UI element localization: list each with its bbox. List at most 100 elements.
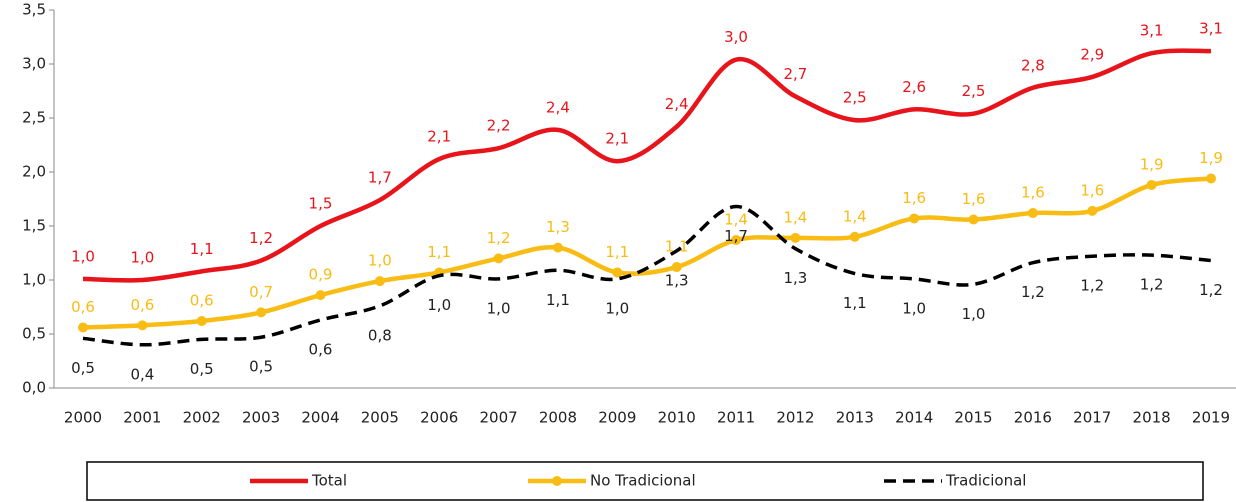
data-label: 3,1 [1199,20,1223,38]
data-label: 1,1 [665,238,689,256]
data-label: 1,7 [724,227,748,245]
x-tick-label: 2013 [836,409,874,427]
y-tick-label: 1,0 [22,271,46,289]
y-tick-label: 2,0 [22,163,46,181]
x-tick-label: 2010 [658,409,696,427]
series-marker [137,320,148,331]
data-label: 2,1 [605,130,629,148]
x-tick-label: 2006 [420,409,458,427]
data-label: 0,5 [71,359,95,377]
series-marker [1087,205,1098,216]
data-label: 0,5 [249,358,273,376]
data-label: 1,7 [368,169,392,187]
data-label: 2,7 [783,65,807,83]
x-tick-label: 2008 [539,409,577,427]
data-label: 1,3 [665,271,689,289]
data-label: 1,4 [783,208,807,226]
x-tick-label: 2019 [1192,409,1230,427]
series-marker [196,316,207,327]
x-tick-label: 2005 [361,409,399,427]
data-label: 0,6 [190,292,214,310]
x-tick-label: 2018 [1133,409,1171,427]
y-tick-label: 2,5 [22,109,46,127]
x-tick-label: 2007 [479,409,517,427]
series-marker [671,262,682,273]
data-label: 1,0 [71,247,95,265]
data-label: 3,0 [724,28,748,46]
y-tick-label: 1,5 [22,217,46,235]
data-label: 0,6 [130,296,154,314]
legend-label: No Tradicional [590,472,696,490]
data-label: 1,2 [1199,281,1223,299]
data-label: 1,1 [605,243,629,261]
data-label: 2,4 [546,98,570,116]
data-label: 2,5 [962,82,986,100]
data-label: 1,2 [1021,283,1045,301]
x-tick-label: 2015 [954,409,992,427]
data-label: 1,0 [368,252,392,270]
series-marker [374,276,385,287]
series-marker [849,231,860,242]
data-label: 1,0 [427,296,451,314]
series-marker [256,307,267,318]
data-label: 1,2 [1140,276,1164,294]
series-marker [968,214,979,225]
data-label: 1,0 [605,299,629,317]
data-label: 1,4 [724,211,748,229]
legend-marker [552,476,562,486]
x-tick-label: 2016 [1014,409,1052,427]
data-label: 0,7 [249,283,273,301]
data-label: 2,1 [427,128,451,146]
data-label: 1,1 [190,240,214,258]
data-label: 1,2 [487,229,511,247]
series-marker [493,253,504,264]
data-label: 1,5 [309,195,333,213]
series-marker [78,322,88,333]
data-label: 0,9 [309,266,333,284]
data-label: 0,4 [130,365,154,383]
x-tick-label: 2003 [242,409,280,427]
series-marker [315,290,326,301]
data-label: 1,6 [1080,181,1104,199]
data-label: 2,2 [487,117,511,135]
data-label: 1,9 [1140,155,1164,173]
data-label: 1,0 [902,299,926,317]
data-label: 1,0 [487,299,511,317]
y-tick-label: 3,0 [22,55,46,73]
data-label: 2,4 [665,95,689,113]
data-label: 1,2 [1080,277,1104,295]
x-tick-label: 2014 [895,409,933,427]
legend-label: Total [311,472,347,490]
data-label: 1,1 [427,243,451,261]
data-label: 1,9 [1199,149,1223,167]
series-marker [1146,179,1157,190]
data-label: 1,3 [783,269,807,287]
series-marker [552,242,563,253]
series-marker [1027,208,1038,219]
data-label: 1,6 [902,189,926,207]
data-label: 2,6 [902,78,926,96]
data-label: 0,5 [190,360,214,378]
data-label: 1,2 [249,229,273,247]
data-label: 2,9 [1080,45,1104,63]
series-marker [612,267,623,278]
data-label: 1,3 [546,218,570,236]
data-label: 1,6 [962,190,986,208]
data-label: 3,1 [1140,22,1164,40]
series-marker [1206,173,1216,184]
data-label: 0,8 [368,326,392,344]
data-label: 1,4 [843,207,867,225]
y-tick-label: 0,5 [22,325,46,343]
series-marker [909,213,920,224]
data-label: 1,1 [546,291,570,309]
series-marker [790,232,801,243]
x-tick-label: 2012 [776,409,814,427]
x-tick-label: 2017 [1073,409,1111,427]
data-label: 1,0 [962,305,986,323]
x-tick-label: 2001 [123,409,161,427]
data-label: 2,8 [1021,56,1045,74]
x-tick-label: 2004 [301,409,339,427]
data-label: 0,6 [309,340,333,358]
data-label: 2,5 [843,89,867,107]
